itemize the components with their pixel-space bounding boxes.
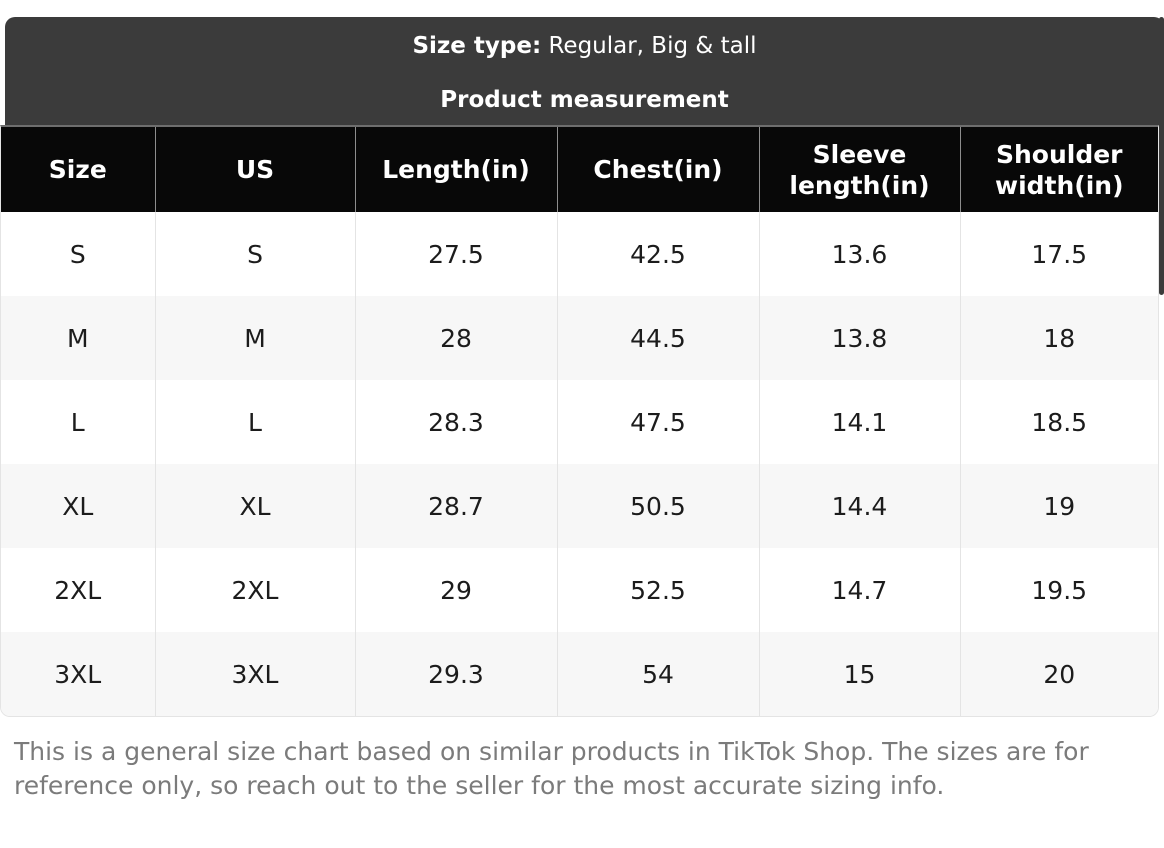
cell: 52.5 xyxy=(557,548,760,632)
cell: 28.7 xyxy=(355,464,558,548)
cell: 17.5 xyxy=(1031,239,1088,269)
size-chart-table: Size US Length(in) Chest(in) Sleeve length(i… xyxy=(1,127,1158,716)
table-row-l: L L 28.3 47.5 14.1 18.5 xyxy=(1,380,1158,464)
size-chart-disclaimer: This is a general size chart based on si… xyxy=(14,737,1089,800)
table-row-s: S S 27.5 42.5 13.6 17.5 xyxy=(1,212,1158,296)
table-header-row: Size US Length(in) Chest(in) Sleeve length(i… xyxy=(1,127,1158,212)
cell: S xyxy=(1,212,156,296)
table-row-xl: XL XL 28.7 50.5 14.4 19 xyxy=(1,464,1158,548)
cell: 28.3 xyxy=(355,380,558,464)
cell: 44.5 xyxy=(557,296,760,380)
vertical-scrollbar-thumb[interactable] xyxy=(1159,17,1164,295)
cell: 13.8 xyxy=(759,296,961,380)
cell: M xyxy=(1,296,156,380)
cell: 28 xyxy=(355,296,558,380)
cell: 2XL xyxy=(155,548,356,632)
size-type-label: Size type: xyxy=(412,33,542,59)
cell: 14.7 xyxy=(759,548,961,632)
cell: M xyxy=(155,296,356,380)
column-header-size: Size xyxy=(1,127,156,212)
table-body: S S 27.5 42.5 13.6 17.5 M M 28 44.5 13.8 18 L L 28.3 47… xyxy=(1,212,1158,716)
column-header-shoulder-width-in: Shoulder width(in) xyxy=(960,127,1158,212)
cell: 19 xyxy=(1043,491,1076,521)
table-row-m: M M 28 44.5 13.8 18 xyxy=(1,296,1158,380)
cell: 15 xyxy=(759,632,961,716)
cell: 3XL xyxy=(155,632,356,716)
column-header-chest-in: Chest(in) xyxy=(557,127,760,212)
cell: 2XL xyxy=(1,548,156,632)
size-type-value: Regular, Big & tall xyxy=(548,33,757,59)
cell: 29.3 xyxy=(355,632,558,716)
table-row-3xl: 3XL 3XL 29.3 54 15 20 xyxy=(1,632,1158,716)
table-row-2xl: 2XL 2XL 29 52.5 14.7 19.5 xyxy=(1,548,1158,632)
size-chart-title-band: Size type: Regular, Big & tall Product m… xyxy=(5,17,1164,125)
column-header-us: US xyxy=(155,127,356,212)
cell: 47.5 xyxy=(557,380,760,464)
column-header-length-in: Length(in) xyxy=(355,127,558,212)
cell: L xyxy=(155,380,356,464)
cell: 14.1 xyxy=(759,380,961,464)
cell: XL xyxy=(1,464,156,548)
cell: 29 xyxy=(355,548,558,632)
cell: 18.5 xyxy=(1031,407,1088,437)
cell: L xyxy=(1,380,156,464)
cell: 18 xyxy=(1043,323,1076,353)
cell: XL xyxy=(155,464,356,548)
cell: 3XL xyxy=(1,632,156,716)
cell: 50.5 xyxy=(557,464,760,548)
cell: 42.5 xyxy=(557,212,760,296)
cell: 20 xyxy=(1043,659,1076,689)
cell: S xyxy=(155,212,356,296)
cell: 13.6 xyxy=(759,212,961,296)
cell: 14.4 xyxy=(759,464,961,548)
product-measurement-title: Product measurement xyxy=(440,87,729,113)
size-type-line: Size type: Regular, Big & tall xyxy=(5,31,1164,61)
cell: 19.5 xyxy=(1031,575,1088,605)
column-header-sleeve-length-in: Sleeve length(in) xyxy=(759,127,961,212)
header-row: Size US Length(in) Chest(in) Sleeve length(i… xyxy=(1,127,1158,212)
cell: 54 xyxy=(557,632,760,716)
size-chart-card: Size US Length(in) Chest(in) Sleeve length(i… xyxy=(0,125,1159,717)
cell: 27.5 xyxy=(355,212,558,296)
